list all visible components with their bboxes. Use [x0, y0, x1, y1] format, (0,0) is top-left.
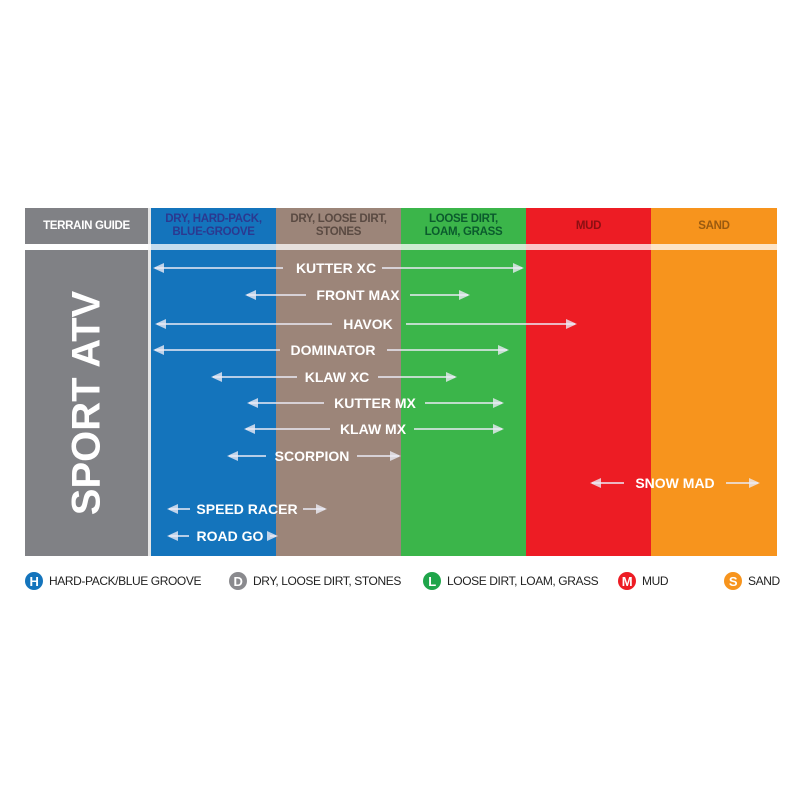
- column-divider: [148, 208, 151, 556]
- tire-name: KUTTER XC: [295, 260, 377, 276]
- legend-label: SAND: [748, 574, 780, 588]
- terrain-column-header: DRY, LOOSE DIRT, STONES: [276, 208, 401, 244]
- terrain-column-label: MUD: [575, 219, 602, 232]
- tire-range-row: HAVOK: [0, 314, 800, 334]
- terrain-column: [401, 208, 526, 556]
- right-arrow-icon: [267, 531, 278, 541]
- tire-range-row: SCORPION: [0, 446, 800, 466]
- terrain-column-header: MUD: [526, 208, 651, 244]
- terrain-column-label: DRY, LOOSE DIRT, STONES: [290, 213, 387, 238]
- left-arrow-icon: [167, 504, 190, 514]
- right-arrow-icon: [387, 345, 509, 355]
- left-arrow-icon: [153, 345, 280, 355]
- tire-name: KLAW MX: [339, 421, 407, 437]
- tire-range-row: KUTTER MX: [0, 393, 800, 413]
- tire-range-row: FRONT MAX: [0, 285, 800, 305]
- tire-range-row: KLAW MX: [0, 419, 800, 439]
- legend-item: L LOOSE DIRT, LOAM, GRASS: [423, 572, 599, 590]
- tire-name: SPEED RACER: [196, 501, 298, 517]
- left-arrow-icon: [155, 319, 332, 329]
- legend-item: M MUD: [618, 572, 669, 590]
- legend-label: DRY, LOOSE DIRT, STONES: [253, 574, 401, 588]
- category-label-cell: SPORT ATV: [25, 250, 148, 556]
- right-arrow-icon: [425, 398, 504, 408]
- terrain-column: [651, 208, 777, 556]
- tire-name: SCORPION: [274, 448, 350, 464]
- right-arrow-icon: [410, 290, 470, 300]
- legend-label: HARD-PACK/BLUE GROOVE: [49, 574, 202, 588]
- tire-range-row: DOMINATOR: [0, 340, 800, 360]
- legend-label: MUD: [642, 574, 669, 588]
- terrain-column-header: LOOSE DIRT, LOAM, GRASS: [401, 208, 526, 244]
- left-arrow-icon: [245, 290, 306, 300]
- legend-item: S SAND: [724, 572, 780, 590]
- left-arrow-icon: [244, 424, 330, 434]
- terrain-column: [526, 208, 651, 556]
- legend-badge-icon: L: [423, 572, 441, 590]
- tire-name: SNOW MAD: [635, 475, 715, 491]
- terrain-column: [151, 208, 276, 556]
- tire-range-row: SPEED RACER: [0, 499, 800, 519]
- tire-range-row: SNOW MAD: [0, 473, 800, 493]
- legend-badge-icon: H: [25, 572, 43, 590]
- right-arrow-icon: [303, 504, 327, 514]
- legend-item: D DRY, LOOSE DIRT, STONES: [229, 572, 401, 590]
- tire-name: FRONT MAX: [316, 287, 400, 303]
- right-arrow-icon: [406, 319, 577, 329]
- terrain-column-header: DRY, HARD-PACK, BLUE-GROOVE: [151, 208, 276, 244]
- left-arrow-icon: [227, 451, 266, 461]
- right-arrow-icon: [378, 372, 457, 382]
- terrain-column-label: LOOSE DIRT, LOAM, GRASS: [424, 213, 503, 238]
- tire-name: ROAD GO: [196, 528, 264, 544]
- terrain-column-label: SAND: [698, 219, 730, 232]
- terrain-column: [276, 208, 401, 556]
- right-arrow-icon: [382, 263, 524, 273]
- right-arrow-icon: [414, 424, 504, 434]
- tire-name: HAVOK: [343, 316, 393, 332]
- terrain-column-header: SAND: [651, 208, 777, 244]
- legend-badge-icon: M: [618, 572, 636, 590]
- left-arrow-icon: [167, 531, 189, 541]
- terrain-guide-header: TERRAIN GUIDE: [25, 208, 148, 244]
- legend-badge-icon: S: [724, 572, 742, 590]
- tire-name: KUTTER MX: [334, 395, 416, 411]
- right-arrow-icon: [357, 451, 401, 461]
- tire-range-row: ROAD GO: [0, 526, 800, 546]
- tire-name: DOMINATOR: [290, 342, 376, 358]
- legend-item: H HARD-PACK/BLUE GROOVE: [25, 572, 201, 590]
- right-arrow-icon: [726, 478, 760, 488]
- legend-badge-icon: D: [229, 572, 247, 590]
- left-arrow-icon: [153, 263, 283, 273]
- terrain-guide-title: TERRAIN GUIDE: [43, 219, 130, 232]
- tire-name: KLAW XC: [304, 369, 370, 385]
- left-arrow-icon: [247, 398, 324, 408]
- terrain-column-label: DRY, HARD-PACK, BLUE-GROOVE: [165, 213, 262, 238]
- left-arrow-icon: [590, 478, 624, 488]
- tire-range-row: KLAW XC: [0, 367, 800, 387]
- tire-range-row: KUTTER XC: [0, 258, 800, 278]
- legend-label: LOOSE DIRT, LOAM, GRASS: [447, 574, 599, 588]
- left-arrow-icon: [211, 372, 297, 382]
- header-divider: [25, 244, 777, 250]
